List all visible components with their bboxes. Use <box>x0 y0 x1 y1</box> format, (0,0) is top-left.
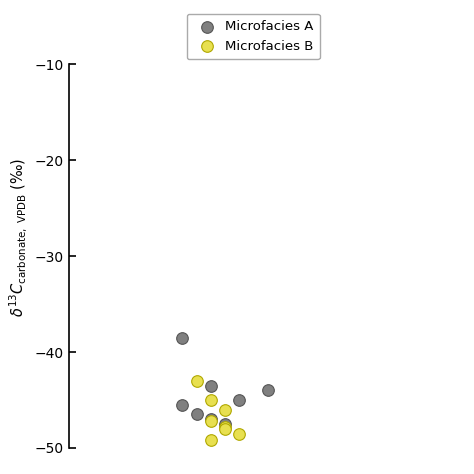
Microfacies A <box>179 334 186 341</box>
Microfacies A <box>221 420 229 428</box>
Microfacies A <box>264 387 272 394</box>
Y-axis label: $\delta^{13}C_{\mathrm{carbonate,\ VPDB}}$ (‰): $\delta^{13}C_{\mathrm{carbonate,\ VPDB}… <box>7 157 29 317</box>
Microfacies B <box>236 430 243 438</box>
Microfacies A <box>193 410 201 418</box>
Microfacies A <box>207 415 215 423</box>
Microfacies B <box>207 437 215 444</box>
Microfacies B <box>207 417 215 425</box>
Microfacies B <box>221 423 229 430</box>
Microfacies B <box>221 406 229 413</box>
Microfacies A <box>236 396 243 404</box>
Legend: Microfacies A, Microfacies B: Microfacies A, Microfacies B <box>187 14 320 59</box>
Microfacies A <box>207 382 215 389</box>
Microfacies B <box>193 377 201 384</box>
Microfacies B <box>207 396 215 404</box>
Microfacies B <box>221 425 229 432</box>
Microfacies A <box>179 401 186 409</box>
